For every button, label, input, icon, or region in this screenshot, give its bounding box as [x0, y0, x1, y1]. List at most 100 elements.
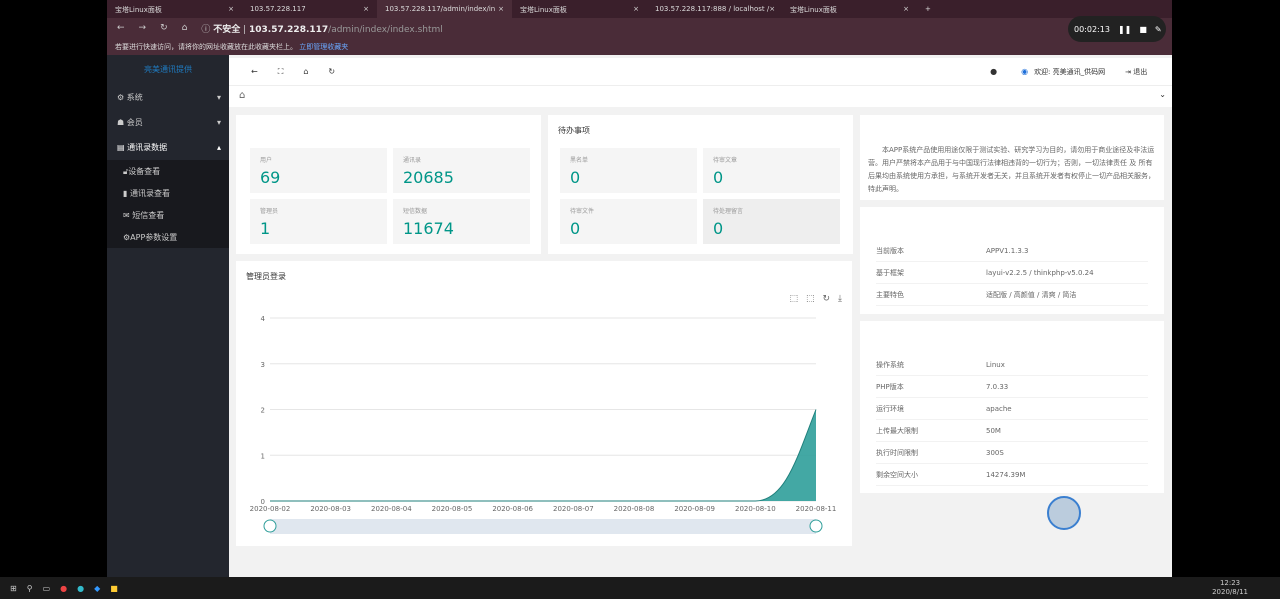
home-icon[interactable]: ⌂: [181, 23, 188, 33]
refresh-icon[interactable]: ↻: [328, 67, 336, 76]
windows-start-icon[interactable]: ⊞: [10, 583, 17, 593]
pause-icon[interactable]: ❚❚: [1117, 24, 1132, 34]
browser-tabs: 宝塔Linux面板 × 103.57.228.117 × 103.57.228.11…: [107, 0, 1172, 18]
zoom-reset-icon[interactable]: ⬚: [805, 294, 815, 304]
robot-avatar-icon[interactable]: [1047, 496, 1081, 530]
sidebar-item-system[interactable]: ⚙ 系统 ▾: [117, 93, 221, 102]
mail-icon: ✉: [123, 210, 130, 220]
vscode-icon[interactable]: ◆: [94, 583, 101, 593]
back-arrow-icon[interactable]: ←: [251, 67, 258, 76]
restore-icon[interactable]: ↻: [822, 294, 831, 304]
browser-tab[interactable]: 宝塔Linux面板 ×: [790, 5, 909, 14]
chevron-down-icon[interactable]: ⌄: [1159, 90, 1166, 99]
stat-admins[interactable]: 管理员 1: [250, 199, 387, 244]
browser-tab[interactable]: 宝塔Linux面板 ×: [115, 5, 234, 14]
y-tick-label: 1: [261, 452, 265, 460]
stat-contacts[interactable]: 通讯录 20685: [393, 148, 530, 193]
system-row: PHP版本 7.0.33: [876, 376, 1148, 398]
slider-handle-left: [263, 519, 277, 533]
back-icon[interactable]: ←: [117, 23, 125, 33]
forward-icon[interactable]: →: [138, 23, 147, 33]
x-tick-label: 2020-08-10: [735, 505, 776, 513]
x-tick-label: 2020-08-08: [614, 505, 655, 513]
chart-card: 管理员登录 ⬚ ⬚ ↻ ⤓ 0 1 2 3 4 2020-08-02 2020-08-03 2020…: [236, 261, 852, 546]
todo-articles[interactable]: 待审文章 0: [703, 148, 840, 193]
fullscreen-icon[interactable]: ⛶: [277, 66, 284, 76]
manage-bookmarks-link[interactable]: 立即管理收藏夹: [299, 43, 349, 51]
x-tick-label: 2020-08-07: [553, 505, 594, 513]
caret-down-icon: ▾: [216, 118, 221, 127]
system-row: 操作系统 Linux: [876, 354, 1148, 376]
card-icon: ▤: [117, 143, 125, 152]
taskbar: ⊞ ⚲ ▭ ● ● ◆ ■ 12:23 2020/8/11: [0, 577, 1280, 599]
sidebar: 亮美通讯提供 ⚙ 系统 ▾ ☗ 会员 ▾ ▤ 通讯录数据 ▴ 🔓︎设备查看 ▮ 通讯录…: [107, 55, 229, 577]
x-tick-label: 2020-08-04: [371, 505, 412, 513]
new-tab-button[interactable]: +: [925, 5, 931, 13]
avatar[interactable]: ◉: [1021, 67, 1029, 76]
x-tick-label: 2020-08-05: [432, 505, 473, 513]
x-tick-label: 2020-08-02: [250, 505, 291, 513]
sidebar-subitem-contacts[interactable]: ▮ 通讯录查看: [123, 188, 170, 198]
tag-icon[interactable]: ●: [990, 67, 998, 76]
task-view-icon[interactable]: ▭: [42, 583, 51, 593]
stat-sms[interactable]: 短信数据 11674: [393, 199, 530, 244]
browser-tab[interactable]: 103.57.228.117 ×: [250, 5, 369, 13]
y-tick-label: 0: [261, 498, 265, 506]
lock-icon: 🔓︎: [123, 166, 129, 176]
logo: 亮美通讯提供: [144, 65, 192, 74]
sidebar-subitem-devices[interactable]: 🔓︎设备查看: [123, 166, 161, 176]
browser-tab-active[interactable]: 103.57.228.117/admin/index/in ×: [377, 0, 512, 18]
todo-blacklist[interactable]: 黑名单 0: [560, 148, 697, 193]
notice-card: 本APP系统产品使用用途仅限于测试实验、研究学习为目的，请勿用于商业途径及非法运…: [860, 115, 1164, 200]
refresh-icon[interactable]: ↻: [160, 23, 168, 33]
chrome-icon[interactable]: ●: [60, 583, 68, 593]
bank-icon[interactable]: ⌂: [303, 67, 309, 76]
stop-icon[interactable]: ■: [1139, 24, 1147, 34]
stat-users[interactable]: 用户 69: [250, 148, 387, 193]
sidebar-subitem-sms[interactable]: ✉ 短信查看: [123, 210, 165, 220]
todo-messages[interactable]: 待处理留言 0: [703, 199, 840, 244]
download-icon[interactable]: ⤓: [838, 294, 842, 304]
browser-tab[interactable]: 103.57.228.117:888 / localhost / ×: [655, 5, 776, 13]
x-tick-label: 2020-08-09: [674, 505, 715, 513]
todo-files[interactable]: 待审文件 0: [560, 199, 697, 244]
series-line: [270, 409, 817, 502]
gear-icon: ⚙: [123, 232, 131, 242]
sidebar-item-members[interactable]: ☗ 会员 ▾: [117, 118, 221, 127]
address-bar: ← → ↻ ⌂ ⓘ 不安全 | 103.57.228.117/admin/index/…: [107, 18, 1172, 38]
logout-button[interactable]: ⇥ 退出: [1125, 67, 1148, 76]
folder-icon[interactable]: ■: [110, 583, 118, 593]
version-card: 当前版本 APPV1.1.3.3 基于框架 layui-v2.2.5 / think…: [860, 207, 1164, 314]
version-row: 当前版本 APPV1.1.3.3: [876, 240, 1148, 262]
sidebar-item-contacts-data[interactable]: ▤ 通讯录数据 ▴: [117, 143, 221, 152]
zoom-select-icon[interactable]: ⬚: [789, 294, 798, 304]
todo-title: 待办事项: [558, 126, 590, 135]
x-tick-label: 2020-08-03: [310, 505, 351, 513]
chart-title: 管理员登录: [246, 272, 286, 281]
version-row: 基于框架 layui-v2.2.5 / thinkphp-v5.0.24: [876, 262, 1148, 284]
main-content: ← ⛶ ⌂ ↻ ● ◉ 欢迎: 亮美通讯_供码网 ⇥ 退出 ⌂ ⌄ 用户 69 通…: [229, 55, 1172, 577]
welcome-text[interactable]: 欢迎: 亮美通讯_供码网: [1034, 67, 1106, 76]
sidebar-subitem-app-settings[interactable]: ⚙APP参数设置: [123, 232, 178, 242]
clock[interactable]: 12:23 2020/8/11: [1212, 579, 1248, 596]
users-icon: ☗: [117, 118, 125, 127]
stats-card: 用户 69 通讯录 20685 管理员 1 短信数据 11674: [236, 115, 541, 254]
home-tab-icon[interactable]: ⌂: [239, 90, 246, 101]
todo-card: 待办事项 黑名单 0 待审文章 0 待审文件 0 待处理留言 0: [548, 115, 853, 254]
system-row: 执行时间限制 300S: [876, 442, 1148, 464]
x-tick-label: 2020-08-11: [796, 505, 837, 513]
edge-icon[interactable]: ●: [77, 583, 85, 593]
version-row: 主要特色 适配版 / 高颜值 / 清爽 / 简洁: [876, 284, 1148, 306]
caret-up-icon: ▴: [216, 143, 221, 152]
search-icon[interactable]: ⚲: [26, 583, 33, 593]
page-tabs: ⌂ ⌄: [229, 85, 1172, 107]
pen-icon[interactable]: ✎: [1154, 24, 1162, 34]
y-tick-label: 4: [261, 315, 266, 323]
y-tick-label: 2: [261, 407, 265, 415]
caret-down-icon: ▾: [216, 93, 221, 102]
y-tick-label: 3: [261, 361, 265, 369]
datazoom-slider: [270, 519, 816, 534]
browser-tab[interactable]: 宝塔Linux面板 ×: [520, 5, 639, 14]
system-row: 上传最大限制 50M: [876, 420, 1148, 442]
url-field[interactable]: ⓘ 不安全 | 103.57.228.117/admin/index/index…: [201, 24, 443, 35]
